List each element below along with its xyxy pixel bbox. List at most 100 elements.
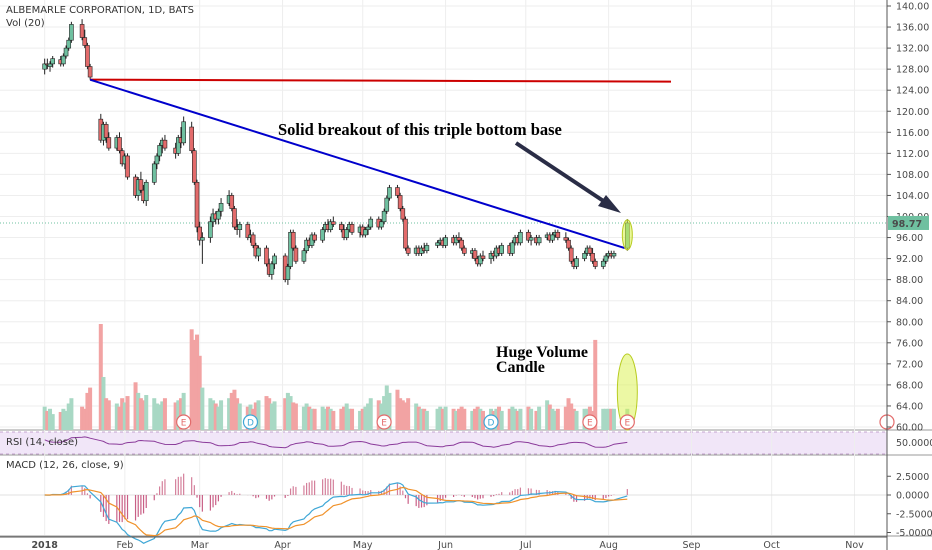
- volume-bar: [414, 403, 419, 430]
- candle-body: [264, 247, 269, 265]
- price-tick-label: 128.00: [896, 65, 929, 76]
- price-tick-label: 108.00: [896, 170, 929, 181]
- candle-body: [154, 155, 160, 165]
- volume-bar: [515, 410, 520, 430]
- volume-bar: [283, 398, 288, 430]
- volume-bars: [42, 324, 630, 430]
- candle-body: [478, 255, 483, 265]
- rsi-panel: [0, 432, 887, 454]
- candle-body: [312, 234, 317, 241]
- volume-bar: [555, 408, 560, 430]
- price-tick-label: 140.00: [896, 2, 929, 13]
- macd-tick-label: 0.0000: [896, 491, 929, 502]
- price-tick-label: 76.00: [896, 338, 923, 349]
- drawings: [89, 78, 672, 431]
- volume-bar: [416, 406, 421, 430]
- candle-body: [384, 197, 390, 212]
- volume-bar: [301, 406, 306, 430]
- candle-body: [162, 139, 168, 149]
- candle-body: [368, 218, 374, 228]
- x-tick-label: Aug: [599, 540, 618, 550]
- volume-bar: [475, 406, 480, 430]
- volume-bar: [497, 406, 502, 430]
- candle-body: [176, 137, 181, 154]
- candle-body: [256, 247, 261, 257]
- volume-bar: [264, 396, 269, 430]
- volume-bar: [368, 398, 373, 430]
- candle-body: [157, 145, 162, 157]
- volume-bar: [344, 403, 349, 430]
- candle-body: [237, 224, 243, 230]
- candle-body: [435, 242, 440, 246]
- volume-bar: [456, 408, 461, 430]
- volume-bar: [499, 410, 504, 430]
- volume-bar: [125, 396, 130, 430]
- volume-bar: [178, 398, 183, 430]
- volume-bar: [507, 408, 512, 430]
- earnings-marker: [582, 414, 598, 430]
- earnings-marker: [176, 414, 192, 430]
- breakout-candle-highlight: [621, 219, 633, 251]
- volume-bar: [609, 408, 614, 430]
- volume-bar: [325, 406, 330, 430]
- volume-bar: [237, 403, 242, 430]
- candle-body: [587, 247, 593, 254]
- candle-body: [472, 250, 478, 259]
- volume-bar: [288, 396, 293, 430]
- candle-body: [290, 231, 296, 249]
- volume-bar: [395, 389, 400, 430]
- volume-bar: [64, 410, 69, 430]
- volume-bar: [101, 377, 106, 430]
- candle-body: [381, 210, 387, 223]
- volume-bar: [331, 410, 336, 430]
- resistance-line: [90, 78, 672, 83]
- volume-bar: [181, 392, 186, 430]
- candle-body: [582, 253, 587, 259]
- dividend-marker: [483, 414, 499, 430]
- volume-bar: [195, 334, 200, 430]
- candle-body: [405, 247, 411, 254]
- price-tick-label: 104.00: [896, 191, 929, 202]
- volume-bar: [291, 402, 296, 430]
- candle-body: [181, 121, 186, 144]
- price-tick-label: 72.00: [896, 359, 923, 370]
- candle-body: [117, 137, 122, 152]
- volume-bar: [58, 411, 63, 430]
- price-tick-label: 132.00: [896, 44, 929, 55]
- candle-body: [403, 218, 408, 249]
- event-marker-label: E: [181, 419, 187, 429]
- volume-bar: [422, 408, 427, 430]
- volume-bar: [350, 408, 355, 430]
- volume-bar: [235, 398, 240, 430]
- volume-bar: [216, 406, 221, 430]
- candle-body: [192, 150, 197, 183]
- candle-body: [125, 155, 130, 178]
- volume-bar: [312, 408, 317, 430]
- candle-body: [320, 229, 325, 241]
- candle-body: [301, 250, 307, 262]
- candle-body: [87, 66, 93, 78]
- volume-bar: [571, 408, 576, 430]
- last-price-badge: [888, 215, 929, 230]
- candle-body: [42, 63, 47, 70]
- candle-body: [151, 163, 157, 183]
- breakout-arrow-head: [598, 195, 621, 213]
- breakout-arrow-shaft: [514, 141, 610, 206]
- volume-bar: [320, 406, 325, 430]
- volume-bar: [478, 408, 483, 430]
- candle-body: [339, 224, 344, 230]
- candle-body: [566, 239, 571, 249]
- candle-body: [218, 203, 224, 212]
- volume-bar: [293, 403, 298, 430]
- dividend-marker: [242, 414, 259, 430]
- rsi-tick-label: 50.0000: [896, 438, 932, 449]
- volume-bar: [534, 410, 539, 430]
- volume-bar: [69, 398, 74, 430]
- last-price-label: 98.77: [892, 219, 922, 230]
- volume-bar: [144, 395, 149, 430]
- volume-bar: [267, 398, 272, 430]
- event-marker-label: D: [247, 419, 254, 429]
- volume-bar: [384, 385, 389, 430]
- volume-bar: [219, 400, 224, 430]
